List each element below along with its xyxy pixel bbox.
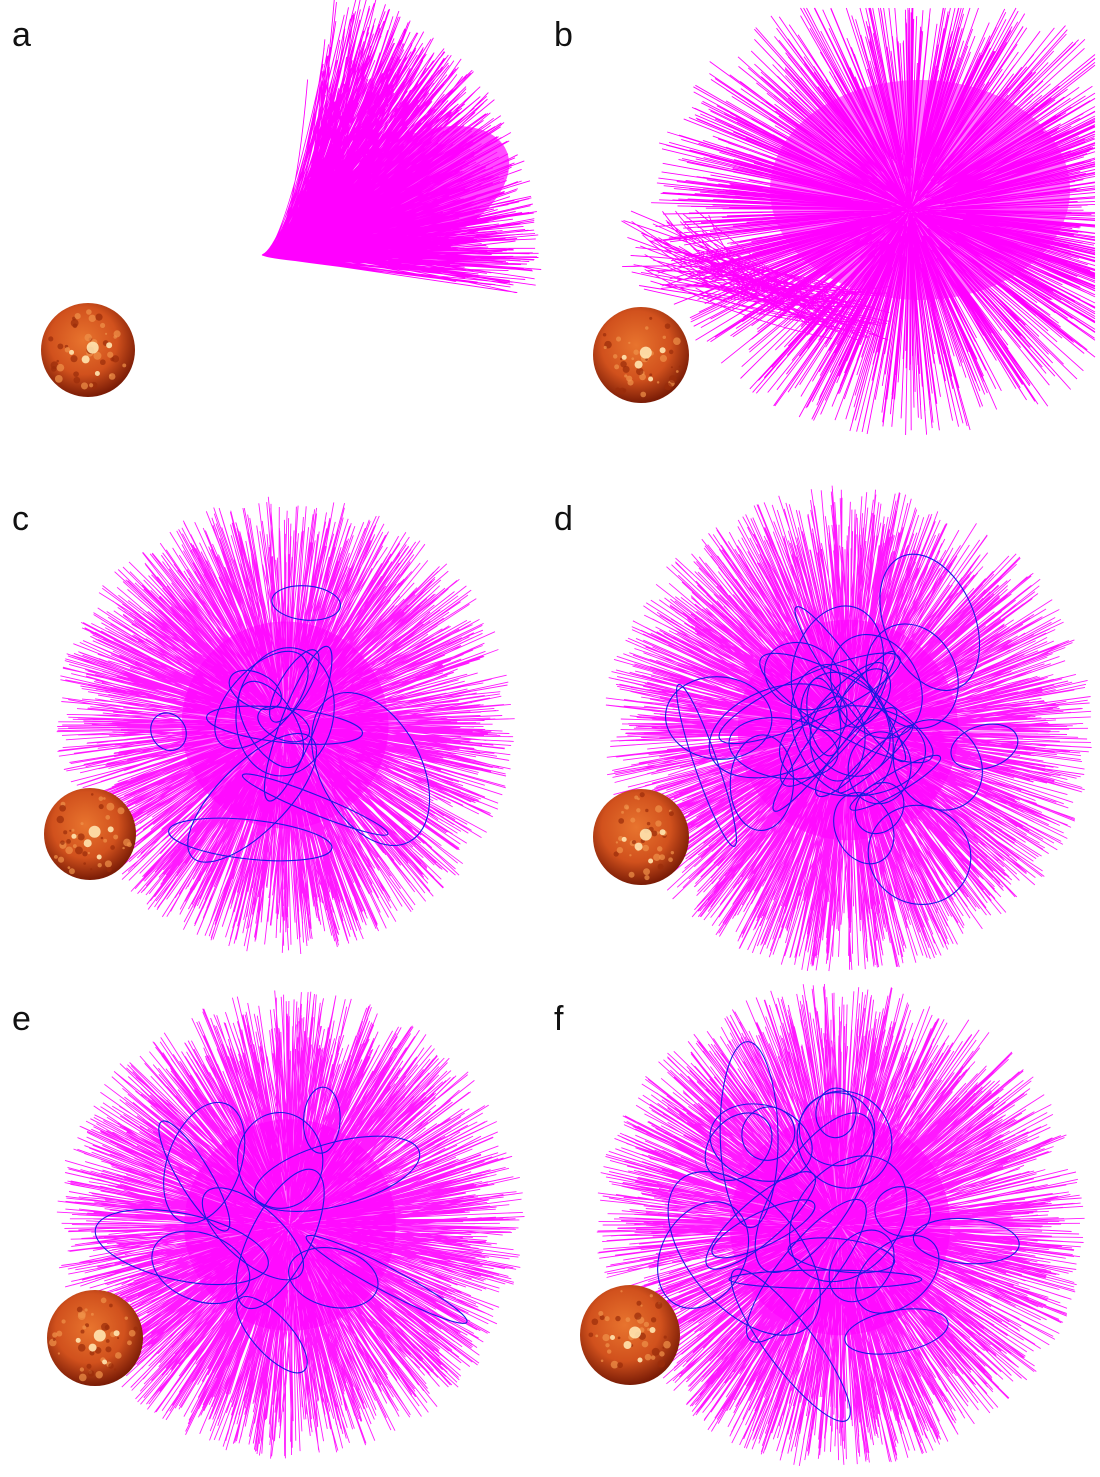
panel-label-a: a <box>12 16 31 54</box>
panel-f: f <box>550 980 1100 1477</box>
field-lines-plot-f <box>580 983 1085 1466</box>
panel-e: e <box>0 980 550 1477</box>
panel-c: c <box>0 480 550 980</box>
panel-d: d <box>550 480 1100 980</box>
sun-icon <box>580 1285 680 1385</box>
field-lines-plot-a <box>41 0 542 397</box>
closed-field-loops <box>94 1086 468 1374</box>
field-lines-plot-b <box>593 7 1096 436</box>
field-line-core <box>770 80 1070 300</box>
sun-icon <box>47 1290 143 1386</box>
panel-label-e: e <box>12 1000 31 1038</box>
panel-a: a <box>0 0 550 480</box>
closed-field-loops <box>665 553 1019 905</box>
field-line-core <box>184 1119 396 1331</box>
field-lines-plot-d <box>593 485 1092 972</box>
sun-icon <box>593 307 689 403</box>
field-lines-plot-c <box>44 496 515 955</box>
panel-b: b <box>550 0 1100 480</box>
closed-field-loops <box>150 585 431 863</box>
panel-label-b: b <box>554 16 573 54</box>
field-lines-plot-e <box>47 990 525 1459</box>
sun-icon <box>44 788 136 880</box>
closed-field-loops <box>657 1041 1020 1423</box>
sun-icon <box>593 789 689 885</box>
panel-label-d: d <box>554 500 573 538</box>
sun-icon <box>41 303 135 397</box>
field-line-core <box>729 1114 951 1336</box>
panel-label-f: f <box>554 1000 564 1038</box>
panel-label-c: c <box>12 500 29 538</box>
field-line-core <box>330 125 510 255</box>
